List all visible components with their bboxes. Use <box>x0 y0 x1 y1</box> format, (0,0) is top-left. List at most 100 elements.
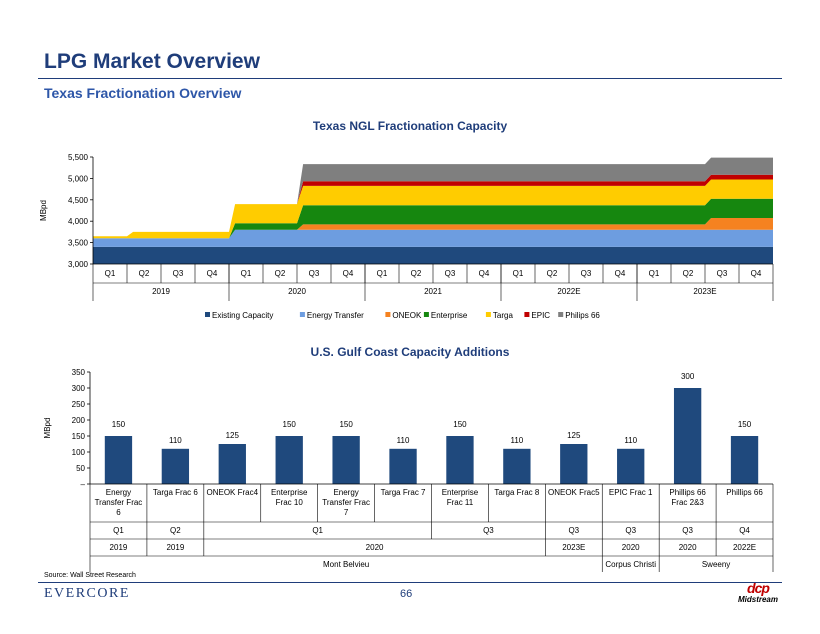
bar-data-label: 125 <box>226 431 240 440</box>
area-x-quarter-label: Q1 <box>513 269 524 278</box>
bar-y-tick-label: 100 <box>72 448 86 457</box>
area-x-quarter-label: Q4 <box>615 269 626 278</box>
bar-y-axis-label: MBpd <box>43 418 52 439</box>
page-subtitle: Texas Fractionation Overview <box>44 85 242 101</box>
bar-x-category-label: Frac 11 <box>447 498 474 507</box>
bar-x-quarter-label: Q2 <box>170 526 181 535</box>
bar-x-category-label: EPIC Frac 1 <box>609 488 653 497</box>
bar-5 <box>332 436 360 484</box>
area-x-quarter-label: Q3 <box>173 269 184 278</box>
bar-8 <box>503 448 531 484</box>
legend-swatch-energy-transfer <box>299 312 305 317</box>
bar-3 <box>218 444 246 484</box>
area-y-tick-label: 3,000 <box>68 260 89 269</box>
area-x-quarter-label: Q3 <box>309 269 320 278</box>
bar-x-category-label: Transfer Frac <box>322 498 370 507</box>
bar-y-tick-label: – <box>81 480 86 489</box>
area-series-targa <box>93 179 773 239</box>
bar-x-quarter-label: Q3 <box>483 526 494 535</box>
area-x-quarter-label: Q1 <box>649 269 660 278</box>
legend-label-existing-capacity: Existing Capacity <box>212 311 273 320</box>
legend-swatch-oneok <box>385 312 391 317</box>
bar-y-tick-label: 150 <box>72 432 86 441</box>
source-note: Source: Wall Street Research <box>44 572 136 579</box>
bar-data-label: 300 <box>681 372 695 381</box>
bar-x-quarter-label: Q1 <box>312 526 323 535</box>
page-title: LPG Market Overview <box>44 50 260 73</box>
legend-swatch-enterprise <box>423 312 429 317</box>
area-series-energy-transfer <box>93 229 773 247</box>
evercore-logo: EVERCORE <box>44 586 130 601</box>
area-x-quarter-label: Q4 <box>207 269 218 278</box>
bar-x-category-label: Frac 2&3 <box>671 498 704 507</box>
bar-data-label: 150 <box>453 420 467 429</box>
area-x-year-label: 2020 <box>288 287 306 296</box>
area-x-quarter-label: Q4 <box>479 269 490 278</box>
bar-y-tick-label: 50 <box>76 464 85 473</box>
bar-x-year-label: 2023E <box>562 543 585 552</box>
bar-data-label: 150 <box>112 420 126 429</box>
bar-x-category-label: Targa Frac 7 <box>381 488 426 497</box>
bar-x-category-label: Enterprise <box>442 488 479 497</box>
bar-data-label: 150 <box>738 420 752 429</box>
logo-text: Midstream <box>737 595 778 604</box>
bar-x-category-label: ONEOK Frac4 <box>207 488 259 497</box>
bar-4 <box>275 436 303 484</box>
bar-9 <box>560 444 588 484</box>
bar-x-location-label: Sweeny <box>702 560 730 569</box>
bar-x-category-label: Frac 10 <box>276 498 304 507</box>
bar-12 <box>730 436 759 484</box>
area-x-year-label: 2022E <box>557 287 580 296</box>
bar-11 <box>673 388 702 484</box>
bar-x-category-label: Targa Frac 8 <box>494 488 539 497</box>
area-x-quarter-label: Q3 <box>717 269 728 278</box>
bar-data-label: 110 <box>169 436 182 445</box>
legend-label-oneok: ONEOK <box>392 311 422 320</box>
bar-data-label: 150 <box>283 420 297 429</box>
page-number: 66 <box>400 588 413 600</box>
legend-swatch-epic <box>524 312 530 317</box>
area-x-year-label: 2021 <box>424 287 442 296</box>
bar-7 <box>446 436 474 484</box>
bar-x-quarter-label: Q1 <box>113 526 124 535</box>
bar-x-year-label: 2022E <box>733 543 756 552</box>
bar-x-category-label: Energy <box>333 488 358 497</box>
bar-x-quarter-label: Q4 <box>739 526 750 535</box>
bar-y-tick-label: 200 <box>72 416 86 425</box>
bar-x-year-label: 2019 <box>166 543 184 552</box>
bar-data-label: 125 <box>567 431 581 440</box>
area-x-quarter-label: Q4 <box>343 269 354 278</box>
area-x-quarter-label: Q3 <box>581 269 592 278</box>
bar-x-category-label: Transfer Frac <box>95 498 143 507</box>
area-x-quarter-label: Q2 <box>683 269 694 278</box>
area-x-quarter-label: Q2 <box>547 269 558 278</box>
bar-6 <box>389 448 417 484</box>
bar-chart-title: U.S. Gulf Coast Capacity Additions <box>310 345 510 359</box>
area-x-year-label: 2023E <box>693 287 716 296</box>
title-divider <box>38 78 782 79</box>
legend-label-targa: Targa <box>493 311 514 320</box>
area-series-existing-capacity <box>93 246 773 264</box>
area-x-quarter-label: Q2 <box>275 269 286 278</box>
bar-x-year-label: 2020 <box>679 543 697 552</box>
area-series-oneok <box>93 218 773 239</box>
area-y-tick-label: 5,500 <box>68 153 89 162</box>
bar-x-location-label: Corpus Christi <box>605 560 656 569</box>
bar-x-year-label: 2019 <box>110 543 128 552</box>
bar-x-quarter-label: Q3 <box>682 526 693 535</box>
bar-data-label: 110 <box>397 436 410 445</box>
bar-x-year-label: 2020 <box>622 543 640 552</box>
bar-x-category-label: ONEOK Frac5 <box>548 488 600 497</box>
bar-data-label: 150 <box>339 420 353 429</box>
area-y-tick-label: 5,000 <box>68 174 89 183</box>
area-x-quarter-label: Q1 <box>105 269 116 278</box>
area-x-quarter-label: Q3 <box>445 269 456 278</box>
legend-label-enterprise: Enterprise <box>431 311 468 320</box>
logo-mark: dcp <box>747 580 770 596</box>
area-x-quarter-label: Q1 <box>241 269 252 278</box>
footer-divider <box>38 582 782 583</box>
bar-x-category-label: 7 <box>344 508 349 517</box>
bar-x-category-label: Targa Frac 6 <box>153 488 198 497</box>
bar-data-label: 110 <box>624 436 637 445</box>
dcp-midstream-logo: dcp Midstream <box>734 581 782 604</box>
